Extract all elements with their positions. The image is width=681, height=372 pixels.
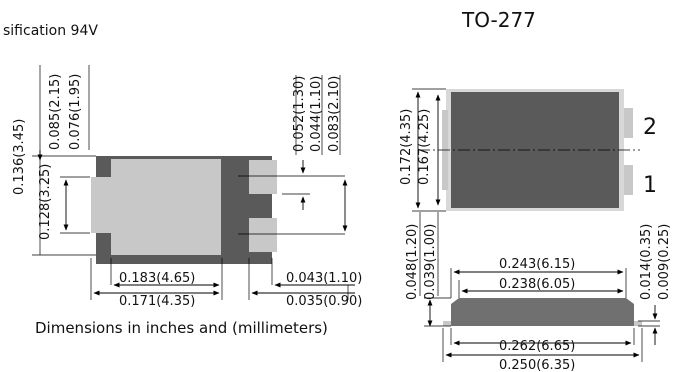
right-top-view: [412, 88, 640, 212]
dim-0052: 0.052(1.30): [292, 76, 307, 152]
package-title: TO-277: [461, 8, 536, 32]
dim-0128: 0.128(3.25): [38, 164, 53, 240]
dim-0076: 0.076(1.95): [68, 74, 83, 150]
dim-0039: 0.039(1.00): [423, 224, 438, 300]
right-pad-bottom: [249, 218, 277, 252]
right-pad-top: [249, 160, 277, 194]
top-pin-2: [624, 108, 633, 138]
dim-0243: 0.243(6.15): [499, 257, 575, 272]
left-tab: [91, 177, 111, 233]
dim-0014: 0.014(0.35): [639, 224, 654, 300]
right-side-view: [419, 212, 660, 362]
side-lead-right: [634, 321, 642, 326]
dim-0136: 0.136(3.45): [12, 119, 27, 195]
dim-0048: 0.048(1.20): [405, 224, 420, 300]
left-vertical-dims: [32, 65, 96, 256]
dim-0043: 0.043(1.10): [286, 271, 362, 286]
dim-0171: 0.171(4.35): [119, 294, 195, 309]
dim-0172: 0.172(4.35): [399, 109, 414, 185]
left-right-dims: [238, 75, 348, 235]
pin-1-label: 1: [643, 173, 657, 198]
dim-0035: 0.035(0.90): [286, 294, 362, 309]
dim-0183: 0.183(4.65): [119, 271, 195, 286]
dim-0167: 0.167(4.25): [417, 109, 432, 185]
dim-0238: 0.238(6.05): [499, 277, 575, 292]
dim-0044: 0.044(1.10): [309, 76, 324, 152]
pin-2-label: 2: [643, 115, 657, 140]
dim-0250: 0.250(6.35): [499, 358, 575, 372]
left-large-pad: [111, 159, 221, 255]
header-caption: sification 94V: [3, 23, 98, 39]
top-pin-1: [624, 165, 633, 195]
units-caption: Dimensions in inches and (millimeters): [35, 319, 328, 337]
left-bottom-dims: [90, 258, 355, 300]
dim-0085: 0.085(2.15): [48, 74, 63, 150]
side-body: [451, 298, 634, 326]
dim-0262: 0.262(6.65): [499, 339, 575, 354]
left-package-view: [91, 156, 277, 264]
side-lead-left: [443, 321, 451, 326]
dim-0083: 0.083(2.10): [327, 76, 342, 152]
dim-0009: 0.009(0.25): [657, 224, 672, 300]
